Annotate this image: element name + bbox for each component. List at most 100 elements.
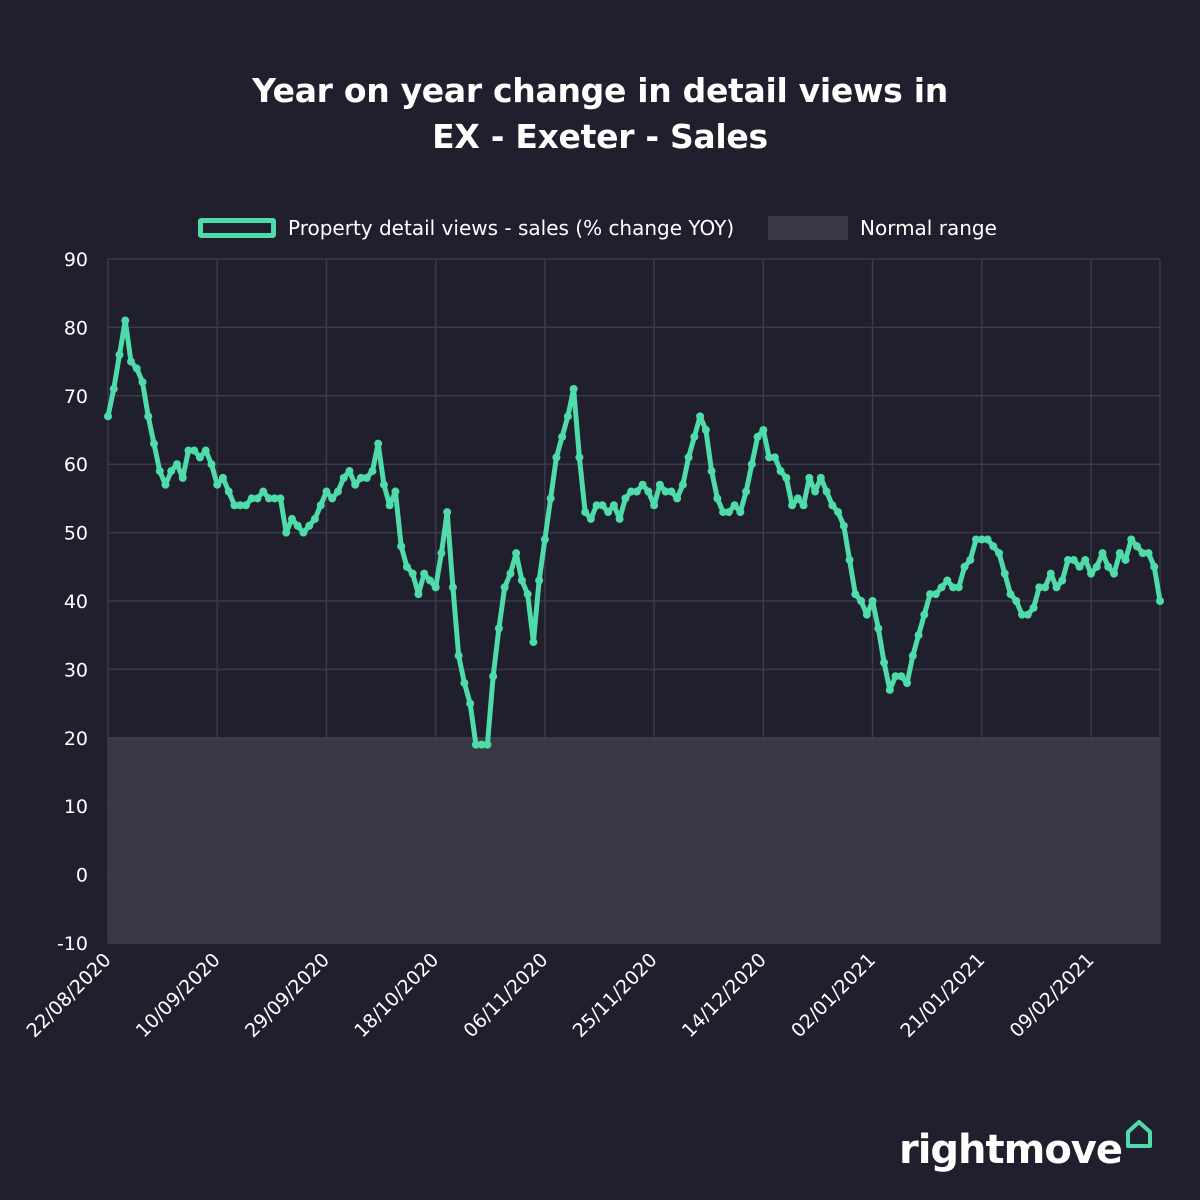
series-point [241,501,250,510]
series-point [753,432,762,441]
x-tick-label: 18/10/2020 [350,949,443,1042]
series-point [1000,569,1009,578]
y-tick-label: 0 [76,865,88,887]
chart-legend: Property detail views - sales (% change … [0,210,1200,246]
series-point [391,487,400,496]
series-point [512,549,521,558]
x-tick-label: 09/02/2021 [1006,949,1099,1042]
series-point [1150,562,1159,571]
series-point [144,412,153,421]
series-point [149,439,158,448]
series-point [862,610,871,619]
series-point [609,501,618,510]
series-point [477,740,486,749]
series-point [586,514,595,523]
series-point [558,432,567,441]
series-point [1012,597,1021,605]
series-point [569,384,578,393]
brand-name: rightmove [898,1127,1123,1173]
series-point [529,638,538,647]
legend-series-label: Property detail views - sales (% change … [288,216,735,240]
series-point [483,740,492,749]
series-point [1115,549,1124,558]
series-point [374,439,383,448]
series-point [1018,610,1027,619]
legend-item-normal-range[interactable]: Normal range [768,210,997,246]
series-point [885,685,894,694]
series-point [328,494,337,503]
series-point [954,583,963,592]
series-point [644,487,653,496]
series-point [1121,555,1130,564]
series-point [425,576,434,585]
y-tick-label: 20 [64,728,88,750]
x-tick-label: 10/09/2020 [132,949,225,1042]
series-point [402,562,411,571]
series-point [224,487,233,496]
series-point [316,501,325,510]
series-point [460,679,469,688]
series-point [713,494,722,503]
series-point [690,432,699,441]
house-icon [1126,1120,1152,1148]
series-point [546,494,555,503]
series-point [1133,542,1142,551]
series-point [132,364,141,373]
series-point [322,487,331,496]
series-point [707,467,716,476]
series-point [201,446,210,455]
series-point [167,467,176,476]
series-point [1127,535,1136,544]
series-point [730,501,739,510]
series-point [287,514,296,523]
series-point [109,384,118,393]
series-point [1081,555,1090,564]
series-point [563,412,572,421]
x-tick-label: 25/11/2020 [569,949,662,1042]
series-point [351,480,360,489]
series-point [190,446,199,455]
series-point [333,487,342,496]
series-point [115,350,124,359]
series-point [839,521,848,530]
y-tick-label: 10 [64,796,88,818]
series-point [805,473,814,482]
series-point [701,426,710,434]
series-point [650,501,659,510]
series-point [983,535,992,544]
series-point [966,555,975,564]
y-tick-label: 30 [64,659,88,681]
series-point [1098,549,1107,558]
series-point [448,583,457,592]
series-point [598,501,607,510]
legend-series-swatch [198,218,276,238]
series-point [431,583,440,592]
series-point [604,508,613,517]
series-point [765,453,774,462]
series-point [977,535,986,544]
series-point [104,412,112,421]
series-point [184,446,193,455]
series-point [678,480,687,489]
y-tick-label: -10 [57,933,88,955]
series-point [920,610,929,619]
series-point [362,473,371,482]
series-point [1041,583,1050,592]
series-point [724,508,733,517]
series-point [1052,583,1061,592]
legend-item-series[interactable]: Property detail views - sales (% change … [198,210,734,246]
series-point [414,590,423,599]
series-point [995,549,1004,558]
series-point [466,699,475,708]
series-point [811,487,820,496]
series-point [880,658,889,667]
series-point [230,501,239,510]
series-point [420,569,429,578]
series-point [1156,597,1164,605]
series-point [1087,569,1096,578]
series-point [989,542,998,551]
series-point [742,487,751,496]
series-point [937,583,946,592]
series-point [908,651,917,660]
series-point [397,542,406,551]
